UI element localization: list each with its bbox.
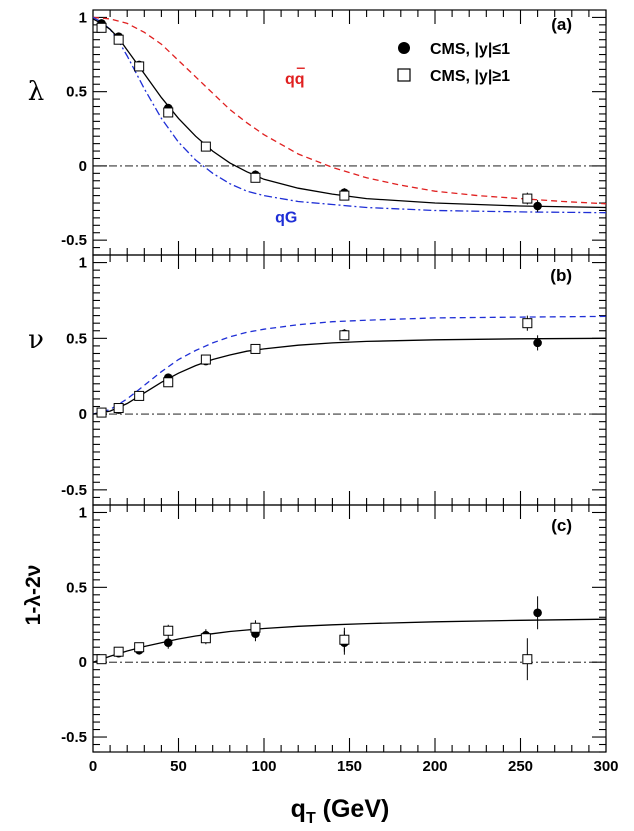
panel-a-point-square: [134, 61, 145, 72]
panel-c-point-square: [134, 642, 145, 653]
panel-a-point-square: [163, 107, 174, 118]
panel-c-xtick-label: 0: [89, 758, 97, 775]
panel-b-ytick-label: -0.5: [61, 482, 87, 499]
panel-b-point-square: [163, 377, 174, 388]
panel-a: -0.5 0 0.5 1 qq qG (a) λ CMS, |y|≤1 CMS, |y|≥…: [28, 9, 607, 256]
panel-b-label: (b): [550, 266, 572, 285]
panel-a-label: (a): [551, 15, 572, 34]
panel-c-point-square: [250, 622, 261, 633]
panel-a-point-square: [96, 22, 107, 33]
panel-b-point-square: [200, 354, 211, 365]
panel-a-plot: -0.5 0 0.5 1 qq qG: [61, 9, 607, 256]
panel-c-plot: -0.500.510 50 100 150 200 250 300: [61, 504, 619, 775]
panel-c-ytick-label: 0: [79, 654, 87, 671]
panel-a-frame: [92, 9, 607, 256]
panel-b-point-square: [522, 318, 533, 329]
legend-marker-filled-circle: [398, 42, 410, 54]
panel-b: -0.5 0 0.5 1 (b) ν: [28, 254, 607, 506]
panel-c-ytick-label: 0.5: [66, 579, 87, 596]
panel-a-point-square: [250, 172, 261, 183]
panel-b-point-square: [134, 390, 145, 401]
panel-a-point-square: [522, 193, 533, 204]
panel-b-plot: -0.5 0 0.5 1: [61, 254, 607, 506]
panel-a-ytick-label: 0.5: [66, 84, 87, 101]
panel-b-point-square: [250, 343, 261, 354]
panel-b-ytick-label: 1: [79, 255, 87, 272]
panel-a-ylabel: λ: [28, 77, 44, 107]
legend-entry-1: CMS, |y|≥1: [430, 68, 510, 85]
panel-a-point-square: [113, 34, 124, 45]
panel-c-point-square: [113, 646, 124, 657]
panel-c-xtick-label: 250: [508, 758, 533, 775]
panel-a-point-square: [339, 190, 350, 201]
panel-a-point-square: [200, 141, 211, 152]
panel-a-ytick-label: 1: [79, 9, 87, 26]
panel-c-point-square: [522, 654, 533, 665]
panel-b-ylabel: ν: [28, 325, 44, 355]
panel-c-xtick-label: 50: [170, 758, 187, 775]
panel-b-point-square: [113, 403, 124, 414]
panel-a-ytick-label: 0: [79, 158, 87, 175]
legend-entry-0: CMS, |y|≤1: [430, 41, 510, 58]
panel-b-point-circle: [533, 338, 542, 348]
panel-b-point-square: [339, 330, 350, 341]
panel-c: -0.500.510 50 100 150 200 250 300 (c) 1-λ-2ν: [22, 504, 619, 775]
panel-c-ylabel: 1-λ-2ν: [22, 565, 45, 626]
panel-a-curve-label-qg: qG: [275, 209, 297, 226]
panel-c-point-circle: [163, 638, 173, 648]
panel-c-xtick-label: 300: [593, 758, 618, 775]
panel-a-curve-qq: [92, 16, 607, 205]
panel-c-label: (c): [551, 516, 572, 535]
panel-c-point-square: [163, 625, 174, 636]
panel-c-xtick-label: 150: [337, 758, 362, 775]
panel-c-xtick-label: 100: [251, 758, 276, 775]
panel-c-point-square: [96, 654, 107, 665]
panel-b-ytick-label: 0.5: [66, 330, 87, 347]
panel-c-point-square: [200, 633, 211, 644]
panel-b-curve-qg: [92, 315, 607, 415]
panel-c-ytick-label: 1: [79, 504, 87, 521]
panel-b-point-square: [96, 407, 107, 418]
legend-marker-open-square: [397, 68, 411, 82]
panel-c-ytick-label: -0.5: [61, 729, 87, 746]
panel-b-ytick-label: 0: [79, 406, 87, 423]
panel-c-point-circle: [533, 608, 542, 618]
panel-c-point-square: [339, 634, 350, 645]
panel-a-point-circle: [533, 201, 542, 211]
x-axis-label: qT (GeV): [291, 795, 390, 827]
panel-c-xtick-label: 200: [422, 758, 447, 775]
panel-a-curve-label-qq: qq: [285, 71, 305, 88]
legend: CMS, |y|≤1 CMS, |y|≥1: [397, 41, 510, 85]
panel-a-ytick-label: -0.5: [61, 232, 87, 249]
